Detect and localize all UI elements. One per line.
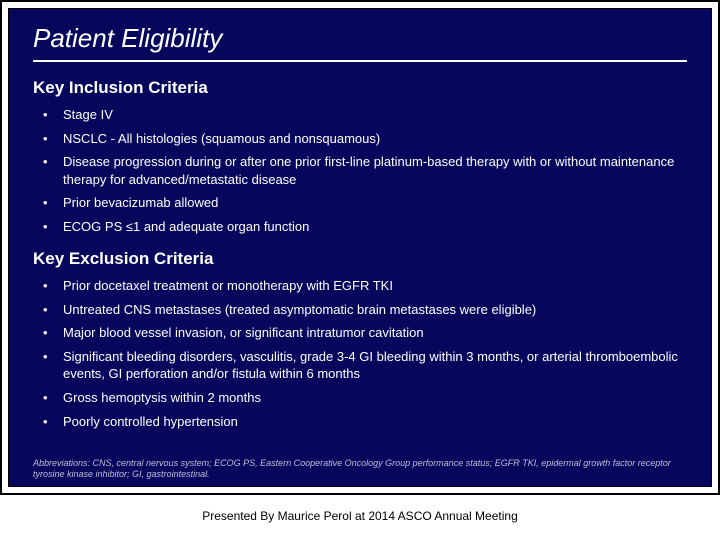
list-item: Major blood vessel invasion, or signific… <box>37 324 687 342</box>
list-item: Gross hemoptysis within 2 months <box>37 389 687 407</box>
slide-title: Patient Eligibility <box>33 23 687 54</box>
list-item: Stage IV <box>37 106 687 124</box>
list-item: ECOG PS ≤1 and adequate organ function <box>37 218 687 236</box>
slide-container: Patient Eligibility Key Inclusion Criter… <box>0 0 720 495</box>
list-item: NSCLC - All histologies (squamous and no… <box>37 130 687 148</box>
abbreviations-footnote: Abbreviations: CNS, central nervous syst… <box>33 458 687 480</box>
exclusion-heading: Key Exclusion Criteria <box>33 249 687 269</box>
slide-body: Patient Eligibility Key Inclusion Criter… <box>8 8 712 487</box>
inclusion-heading: Key Inclusion Criteria <box>33 78 687 98</box>
presentation-caption: Presented By Maurice Perol at 2014 ASCO … <box>0 495 720 523</box>
exclusion-list: Prior docetaxel treatment or monotherapy… <box>33 277 687 430</box>
inclusion-list: Stage IV NSCLC - All histologies (squamo… <box>33 106 687 235</box>
list-item: Prior bevacizumab allowed <box>37 194 687 212</box>
list-item: Poorly controlled hypertension <box>37 413 687 431</box>
list-item: Significant bleeding disorders, vasculit… <box>37 348 687 383</box>
title-rule <box>33 60 687 62</box>
list-item: Disease progression during or after one … <box>37 153 687 188</box>
list-item: Untreated CNS metastases (treated asympt… <box>37 301 687 319</box>
list-item: Prior docetaxel treatment or monotherapy… <box>37 277 687 295</box>
